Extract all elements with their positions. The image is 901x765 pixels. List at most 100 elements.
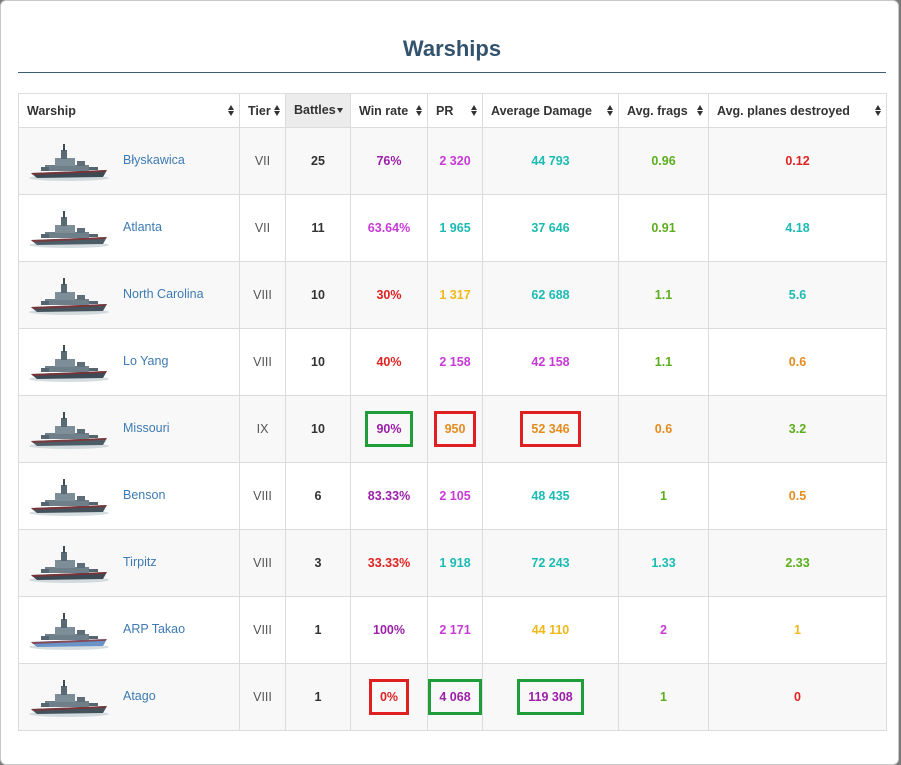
sort-icon bbox=[607, 104, 614, 117]
pr-value: 1 918 bbox=[439, 556, 471, 570]
pr-cell: 1 918 bbox=[427, 529, 483, 597]
ship-name-link[interactable]: ARP Takao bbox=[123, 622, 186, 636]
avg-planes-destroyed-cell: 3.2 bbox=[708, 395, 887, 463]
table-row: Błyskawica VII 25 76% 2 320 44 793 0.96 0.12 bbox=[18, 127, 887, 195]
pr-cell: 4 068 bbox=[427, 663, 483, 731]
average-damage-cell: 44 793 bbox=[482, 127, 619, 195]
win-rate-value: 40% bbox=[376, 355, 402, 369]
column-header-pr[interactable]: PR bbox=[427, 93, 483, 128]
avg-planes-destroyed-value: 1 bbox=[794, 623, 801, 637]
pr-cell: 2 320 bbox=[427, 127, 483, 195]
column-header-warship[interactable]: Warship bbox=[18, 93, 240, 128]
win-rate-value: 76% bbox=[376, 154, 402, 168]
column-header-label: Avg. planes destroyed bbox=[717, 103, 850, 118]
win-rate-value: 30% bbox=[376, 288, 402, 302]
ship-name-link[interactable]: Missouri bbox=[123, 421, 170, 435]
avg-frags-value: 1.1 bbox=[654, 288, 673, 302]
column-header-battles[interactable]: Battles bbox=[285, 93, 351, 128]
avg-frags-value: 1 bbox=[660, 690, 667, 704]
battles-cell: 25 bbox=[285, 127, 351, 195]
sort-icon bbox=[228, 104, 235, 117]
average-damage-highlighted-value: 52 346 bbox=[520, 411, 581, 447]
column-header-avg-planes-destroyed[interactable]: Avg. planes destroyed bbox=[708, 93, 887, 128]
warship-cell: Lo Yang bbox=[18, 328, 240, 396]
avg-frags-cell: 1.1 bbox=[618, 328, 709, 396]
pr-value: 2 158 bbox=[439, 355, 471, 369]
tier-cell: VIII bbox=[239, 462, 286, 530]
warship-cell: Atago bbox=[18, 663, 240, 731]
avg-planes-destroyed-cell: 0.12 bbox=[708, 127, 887, 195]
column-header-label: Avg. frags bbox=[627, 103, 688, 118]
ship-name-link[interactable]: Atlanta bbox=[123, 220, 162, 234]
battles-cell: 10 bbox=[285, 261, 351, 329]
avg-planes-destroyed-cell: 0 bbox=[708, 663, 887, 731]
pr-value: 2 320 bbox=[439, 154, 471, 168]
avg-frags-value: 0.6 bbox=[654, 422, 673, 436]
warship-cell: ARP Takao bbox=[18, 596, 240, 664]
tier-cell: VII bbox=[239, 194, 286, 262]
sort-desc-icon bbox=[336, 104, 344, 117]
avg-frags-value: 1 bbox=[660, 489, 667, 503]
battles-cell: 3 bbox=[285, 529, 351, 597]
pr-cell: 1 317 bbox=[427, 261, 483, 329]
win-rate-cell: 90% bbox=[350, 395, 428, 463]
win-rate-cell: 100% bbox=[350, 596, 428, 664]
avg-frags-cell: 2 bbox=[618, 596, 709, 664]
win-rate-value: 100% bbox=[373, 623, 405, 637]
column-header-tier[interactable]: Tier bbox=[239, 93, 286, 128]
ship-name-link[interactable]: North Carolina bbox=[123, 287, 204, 301]
avg-planes-destroyed-cell: 1 bbox=[708, 596, 887, 664]
tier-cell: VIII bbox=[239, 596, 286, 664]
battles-cell: 1 bbox=[285, 663, 351, 731]
avg-frags-value: 1.1 bbox=[654, 355, 673, 369]
column-header-win-rate[interactable]: Win rate bbox=[350, 93, 428, 128]
avg-frags-cell: 1 bbox=[618, 663, 709, 731]
table-row: Lo Yang VIII 10 40% 2 158 42 158 1.1 0.6 bbox=[18, 328, 887, 396]
ship-image bbox=[27, 676, 111, 720]
column-header-label: Tier bbox=[248, 103, 271, 118]
ship-name-link[interactable]: Atago bbox=[123, 689, 156, 703]
avg-frags-value: 0.91 bbox=[651, 221, 676, 235]
ship-name-link[interactable]: Benson bbox=[123, 488, 166, 502]
sort-icon bbox=[274, 104, 281, 117]
win-rate-cell: 83.33% bbox=[350, 462, 428, 530]
column-header-avg-frags[interactable]: Avg. frags bbox=[618, 93, 709, 128]
average-damage-highlighted-value: 119 308 bbox=[517, 679, 584, 715]
warship-cell: Tirpitz bbox=[18, 529, 240, 597]
win-rate-highlighted-value: 0% bbox=[368, 679, 410, 715]
average-damage-value: 48 435 bbox=[531, 489, 570, 503]
sort-icon bbox=[416, 104, 423, 117]
ship-image bbox=[27, 274, 111, 318]
win-rate-highlighted-value: 90% bbox=[365, 411, 413, 447]
battles-cell: 11 bbox=[285, 194, 351, 262]
ship-name-link[interactable]: Tirpitz bbox=[123, 555, 157, 569]
avg-planes-destroyed-value: 0.12 bbox=[785, 154, 810, 168]
win-rate-cell: 63.64% bbox=[350, 194, 428, 262]
battles-cell: 1 bbox=[285, 596, 351, 664]
pr-value: 2 105 bbox=[439, 489, 471, 503]
average-damage-cell: 72 243 bbox=[482, 529, 619, 597]
battles-cell: 6 bbox=[285, 462, 351, 530]
avg-frags-cell: 1 bbox=[618, 462, 709, 530]
column-header-average-damage[interactable]: Average Damage bbox=[482, 93, 619, 128]
average-damage-cell: 119 308 bbox=[482, 663, 619, 731]
avg-frags-cell: 1.1 bbox=[618, 261, 709, 329]
table-header-row: Warship Tier Battles Win rate PR Average Dama… bbox=[18, 93, 887, 128]
win-rate-value: 83.33% bbox=[367, 489, 411, 503]
ship-image bbox=[27, 341, 111, 385]
warships-table: Warship Tier Battles Win rate PR Average Dama… bbox=[18, 93, 887, 731]
win-rate-cell: 40% bbox=[350, 328, 428, 396]
modal-title: Warships bbox=[18, 1, 886, 73]
table-body: Błyskawica VII 25 76% 2 320 44 793 0.96 0.12 Atl… bbox=[18, 127, 887, 731]
avg-planes-destroyed-value: 0.5 bbox=[788, 489, 807, 503]
win-rate-cell: 0% bbox=[350, 663, 428, 731]
win-rate-cell: 30% bbox=[350, 261, 428, 329]
average-damage-cell: 42 158 bbox=[482, 328, 619, 396]
ship-name-link[interactable]: Lo Yang bbox=[123, 354, 169, 368]
avg-frags-value: 1.33 bbox=[651, 556, 676, 570]
average-damage-cell: 52 346 bbox=[482, 395, 619, 463]
ship-name-link[interactable]: Błyskawica bbox=[123, 153, 185, 167]
warship-cell: Atlanta bbox=[18, 194, 240, 262]
avg-planes-destroyed-value: 4.18 bbox=[785, 221, 810, 235]
average-damage-cell: 44 110 bbox=[482, 596, 619, 664]
